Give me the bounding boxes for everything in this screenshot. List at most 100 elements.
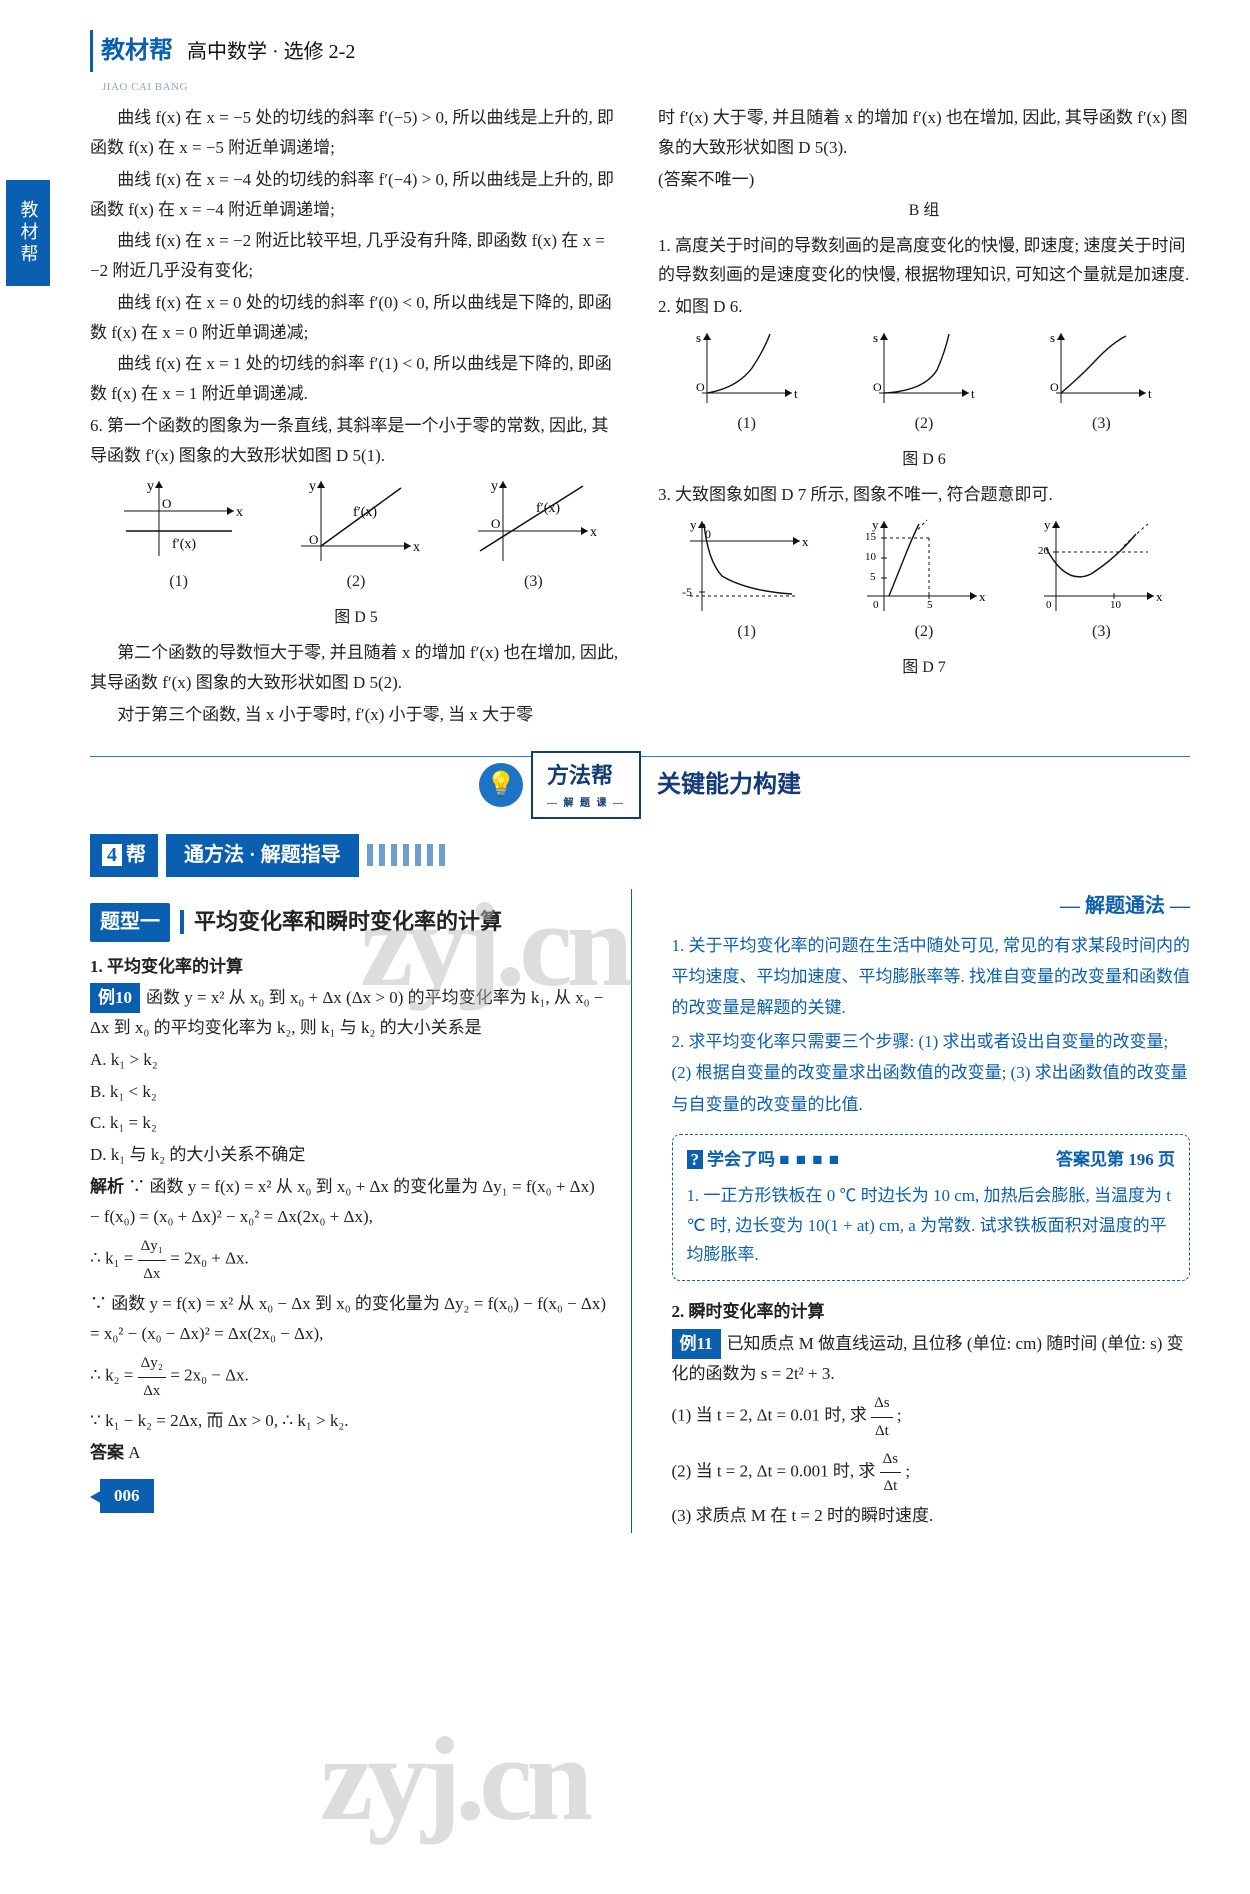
subsection-1: 1. 平均变化率的计算 [90, 952, 609, 982]
solution-step: ∵ k₁ − k₂ = 2Δx, 而 Δx > 0, ∴ k₁ > k₂. [90, 1406, 609, 1436]
svg-text:10: 10 [1110, 599, 1122, 611]
stripes-icon [367, 844, 447, 866]
option-c: C. k₁ = k₂ [90, 1108, 609, 1138]
type-1-heading: 题型一 平均变化率和瞬时变化率的计算 [90, 903, 609, 942]
svg-text:f′(x): f′(x) [536, 501, 560, 516]
svg-text:y: y [690, 517, 697, 532]
svg-text:s: s [873, 330, 878, 345]
svg-text:0: 0 [1046, 599, 1052, 611]
subq-1: (1) 当 t = 2, Δt = 0.01 时, 求 ΔsΔt ; [672, 1390, 1191, 1444]
svg-text:f′(x): f′(x) [172, 537, 196, 552]
svg-text:x: x [413, 540, 420, 555]
body-text: 曲线 f(x) 在 x = 1 处的切线的斜率 f′(1) < 0, 所以曲线是… [90, 349, 622, 409]
figure-d6: t s O (1) t s O (2) [658, 328, 1190, 444]
solution-step: ∵ 函数 y = f(x) = x² 从 x₀ − Δx 到 x₀ 的变化量为 … [90, 1289, 609, 1349]
solution-step: ∴ k₂ = Δy₂Δx = 2x₀ − Δx. [90, 1350, 609, 1404]
example-10: 例10函数 y = x² 从 x₀ 到 x₀ + Δx (Δx > 0) 的平均… [90, 983, 609, 1043]
solution-step: ∴ k₁ = Δy₁Δx = 2x₀ + Δx. [90, 1233, 609, 1287]
svg-text:t: t [794, 386, 798, 401]
tongfa-body: 1. 关于平均变化率的问题在生活中随处可见, 常见的有求某段时间内的平均速度、平… [672, 930, 1191, 1121]
question-6: 6. 第一个函数的图象为一条直线, 其斜率是一个小于零的常数, 因此, 其导函数… [90, 411, 622, 471]
fig-label: (3) [1046, 410, 1156, 438]
bulb-icon: 💡 [479, 763, 523, 807]
body-text: (答案不唯一) [658, 165, 1190, 195]
figure-caption: 图 D 6 [658, 446, 1190, 474]
option-b: B. k₁ < k₂ [90, 1077, 609, 1107]
svg-text:-5: -5 [682, 585, 692, 599]
method-bar: 4帮 通方法 · 解题指导 [90, 834, 1190, 877]
chart-d7-1: xy 0 -5 [682, 516, 812, 616]
svg-text:O: O [162, 496, 171, 511]
svg-text:x: x [236, 505, 243, 520]
side-tab: 教材帮 [6, 180, 50, 286]
figure-d5: x y O f′(x) (1) x y O f′(x) (2) [90, 476, 622, 602]
option-d: D. k₁ 与 k₂ 的大小关系不确定 [90, 1140, 609, 1170]
svg-text:O: O [491, 516, 500, 531]
svg-text:y: y [147, 479, 154, 494]
fig-label: (1) [692, 410, 802, 438]
svg-text:t: t [971, 386, 975, 401]
page-number: 006 [90, 1469, 609, 1513]
body-text: 曲线 f(x) 在 x = 0 处的切线的斜率 f′(0) < 0, 所以曲线是… [90, 288, 622, 348]
fig-label: (2) [291, 568, 421, 596]
fig-label: (1) [682, 618, 812, 646]
figure-d7: xy 0 -5 (1) xy 15 10 5 0 [658, 516, 1190, 652]
svg-text:t: t [1148, 386, 1152, 401]
svg-text:s: s [696, 330, 701, 345]
subject: 高中数学 · 选修 2-2 [187, 35, 355, 70]
svg-text:x: x [1156, 589, 1163, 604]
answer-b3: 3. 大致图象如图 D 7 所示, 图象不唯一, 符合题意即可. [658, 480, 1190, 510]
svg-text:5: 5 [870, 571, 876, 583]
brand-pinyin: JIAO CAI BANG [102, 78, 1190, 97]
banner-title: 方法帮 — 解 题 课 — [531, 751, 641, 819]
body-text: 曲线 f(x) 在 x = −4 处的切线的斜率 f′(−4) > 0, 所以曲… [90, 165, 622, 225]
section-banner: 💡 方法帮 — 解 题 课 — 关键能力构建 [90, 756, 1190, 816]
subq-3: (3) 求质点 M 在 t = 2 时的瞬时速度. [672, 1501, 1191, 1531]
subsection-2: 2. 瞬时变化率的计算 [672, 1297, 1191, 1327]
svg-text:s: s [1050, 330, 1055, 345]
svg-text:10: 10 [865, 551, 877, 563]
watermark: zyj.cn [320, 1674, 587, 1884]
banner-tail: 关键能力构建 [657, 764, 801, 806]
chart-d5-3: x y O f′(x) [468, 476, 598, 566]
chart-d5-2: xy O f′(x) [291, 476, 421, 566]
svg-text:O: O [309, 532, 318, 547]
body-text: 对于第三个函数, 当 x 小于零时, f′(x) 小于零, 当 x 大于零 [90, 700, 622, 730]
chart-d7-2: xy 15 10 5 0 5 [859, 516, 989, 616]
svg-text:O: O [1050, 380, 1059, 394]
fig-label: (2) [859, 618, 989, 646]
svg-text:x: x [979, 589, 986, 604]
svg-text:f′(x): f′(x) [353, 505, 377, 520]
group-b-heading: B 组 [658, 197, 1190, 225]
svg-text:y: y [872, 517, 879, 532]
answer-b1: 1. 高度关于时间的导数刻画的是高度变化的快慢, 即速度; 速度关于时间的导数刻… [658, 231, 1190, 291]
body-text: 曲线 f(x) 在 x = −5 处的切线的斜率 f′(−5) > 0, 所以曲… [90, 103, 622, 163]
svg-text:0: 0 [873, 599, 879, 611]
body-text: 第二个函数的导数恒大于零, 并且随着 x 的增加 f′(x) 也在增加, 因此,… [90, 638, 622, 698]
option-a: A. k₁ > k₂ [90, 1045, 609, 1075]
figure-caption: 图 D 7 [658, 654, 1190, 682]
fig-label: (1) [114, 568, 244, 596]
fig-label: (3) [468, 568, 598, 596]
svg-text:y: y [491, 479, 498, 494]
subq-2: (2) 当 t = 2, Δt = 0.001 时, 求 ΔsΔt ; [672, 1446, 1191, 1500]
chart-d6-1: ts O [692, 328, 802, 408]
brand: 教材帮 [90, 30, 173, 72]
fig-label: (2) [869, 410, 979, 438]
svg-text:y: y [1044, 517, 1051, 532]
chart-d5-1: x y O f′(x) [114, 476, 244, 566]
body-text: 曲线 f(x) 在 x = −2 附近比较平坦, 几乎没有升降, 即函数 f(x… [90, 226, 622, 286]
solution: 解析 ∵ 函数 y = f(x) = x² 从 x₀ 到 x₀ + Δx 的变化… [90, 1172, 609, 1232]
chart-d6-2: t s O [869, 328, 979, 408]
svg-text:x: x [802, 534, 809, 549]
example-11: 例11已知质点 M 做直线运动, 且位移 (单位: cm) 随时间 (单位: s… [672, 1329, 1191, 1389]
svg-text:5: 5 [927, 599, 933, 611]
answer-b2: 2. 如图 D 6. [658, 292, 1190, 322]
figure-caption: 图 D 5 [90, 604, 622, 632]
answer: 答案 A [90, 1438, 609, 1468]
chart-d6-3: t s O [1046, 328, 1156, 408]
learned-box: ?学会了吗 ■ ■ ■ ■ 答案见第 196 页 1. 一正方形铁板在 0 ℃ … [672, 1134, 1191, 1281]
svg-text:x: x [590, 525, 597, 540]
svg-text:O: O [873, 380, 882, 394]
chart-d7-3: xy 20 0 10 [1036, 516, 1166, 616]
